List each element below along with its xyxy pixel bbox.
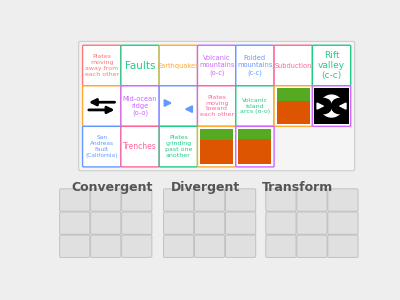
FancyBboxPatch shape bbox=[122, 212, 152, 234]
FancyBboxPatch shape bbox=[198, 86, 236, 126]
FancyBboxPatch shape bbox=[82, 86, 121, 126]
Text: Volcanic
mountains
(o-c): Volcanic mountains (o-c) bbox=[199, 55, 234, 76]
Text: Mid-ocean
ridge
(o-o): Mid-ocean ridge (o-o) bbox=[123, 96, 157, 116]
FancyBboxPatch shape bbox=[198, 45, 236, 86]
FancyBboxPatch shape bbox=[159, 86, 198, 126]
FancyBboxPatch shape bbox=[164, 189, 194, 211]
Text: Subduction: Subduction bbox=[274, 62, 312, 68]
FancyBboxPatch shape bbox=[122, 189, 152, 211]
Bar bbox=[277, 88, 310, 124]
Text: Rift
valley
(c-c): Rift valley (c-c) bbox=[318, 51, 345, 80]
FancyBboxPatch shape bbox=[226, 212, 256, 234]
FancyBboxPatch shape bbox=[198, 126, 236, 167]
FancyBboxPatch shape bbox=[159, 45, 198, 86]
FancyBboxPatch shape bbox=[297, 212, 327, 234]
Text: Divergent: Divergent bbox=[170, 181, 240, 194]
FancyBboxPatch shape bbox=[194, 212, 225, 234]
Circle shape bbox=[320, 95, 342, 117]
FancyBboxPatch shape bbox=[274, 86, 312, 126]
FancyBboxPatch shape bbox=[236, 86, 274, 126]
Bar bbox=[314, 88, 349, 124]
FancyBboxPatch shape bbox=[60, 212, 90, 234]
FancyBboxPatch shape bbox=[226, 189, 256, 211]
Text: San
Andreas
Fault
(California): San Andreas Fault (California) bbox=[86, 135, 118, 158]
FancyBboxPatch shape bbox=[236, 45, 274, 86]
FancyBboxPatch shape bbox=[236, 126, 274, 167]
Bar bbox=[200, 129, 233, 140]
Text: Volcanic
island
arcs (o-o): Volcanic island arcs (o-o) bbox=[240, 98, 270, 114]
FancyBboxPatch shape bbox=[266, 189, 296, 211]
Text: Folded
mountains
(c-c): Folded mountains (c-c) bbox=[237, 55, 273, 76]
Text: Plates
moving
away from
each other: Plates moving away from each other bbox=[85, 54, 119, 77]
FancyBboxPatch shape bbox=[159, 126, 198, 167]
Circle shape bbox=[332, 98, 347, 114]
Bar bbox=[238, 129, 271, 139]
FancyBboxPatch shape bbox=[297, 189, 327, 211]
Circle shape bbox=[316, 98, 332, 114]
Text: Faults: Faults bbox=[125, 61, 155, 70]
FancyBboxPatch shape bbox=[91, 189, 121, 211]
FancyBboxPatch shape bbox=[121, 45, 159, 86]
FancyBboxPatch shape bbox=[328, 235, 358, 257]
FancyBboxPatch shape bbox=[328, 189, 358, 211]
FancyBboxPatch shape bbox=[91, 212, 121, 234]
Text: Transform: Transform bbox=[262, 181, 334, 194]
Text: Trenches: Trenches bbox=[123, 142, 157, 151]
FancyBboxPatch shape bbox=[226, 235, 256, 257]
FancyBboxPatch shape bbox=[60, 189, 90, 211]
FancyBboxPatch shape bbox=[266, 235, 296, 257]
FancyBboxPatch shape bbox=[121, 126, 159, 167]
Bar bbox=[277, 88, 310, 101]
FancyBboxPatch shape bbox=[121, 86, 159, 126]
FancyBboxPatch shape bbox=[79, 41, 354, 171]
FancyBboxPatch shape bbox=[122, 235, 152, 257]
FancyBboxPatch shape bbox=[297, 235, 327, 257]
FancyBboxPatch shape bbox=[82, 45, 121, 86]
FancyBboxPatch shape bbox=[194, 189, 225, 211]
FancyBboxPatch shape bbox=[164, 235, 194, 257]
Circle shape bbox=[318, 93, 345, 119]
FancyBboxPatch shape bbox=[91, 235, 121, 257]
Bar bbox=[200, 129, 233, 164]
FancyBboxPatch shape bbox=[312, 86, 351, 126]
FancyBboxPatch shape bbox=[274, 45, 312, 86]
FancyBboxPatch shape bbox=[60, 235, 90, 257]
Text: Plates
moving
toward
each other: Plates moving toward each other bbox=[200, 95, 234, 117]
Bar bbox=[238, 129, 271, 164]
FancyBboxPatch shape bbox=[312, 45, 351, 86]
FancyBboxPatch shape bbox=[328, 212, 358, 234]
FancyBboxPatch shape bbox=[194, 235, 225, 257]
FancyBboxPatch shape bbox=[164, 212, 194, 234]
Text: Plates
grinding
past one
another: Plates grinding past one another bbox=[165, 135, 192, 158]
FancyBboxPatch shape bbox=[82, 126, 121, 167]
Text: Convergent: Convergent bbox=[71, 181, 153, 194]
FancyBboxPatch shape bbox=[266, 212, 296, 234]
Text: Earthquakes: Earthquakes bbox=[158, 62, 199, 68]
